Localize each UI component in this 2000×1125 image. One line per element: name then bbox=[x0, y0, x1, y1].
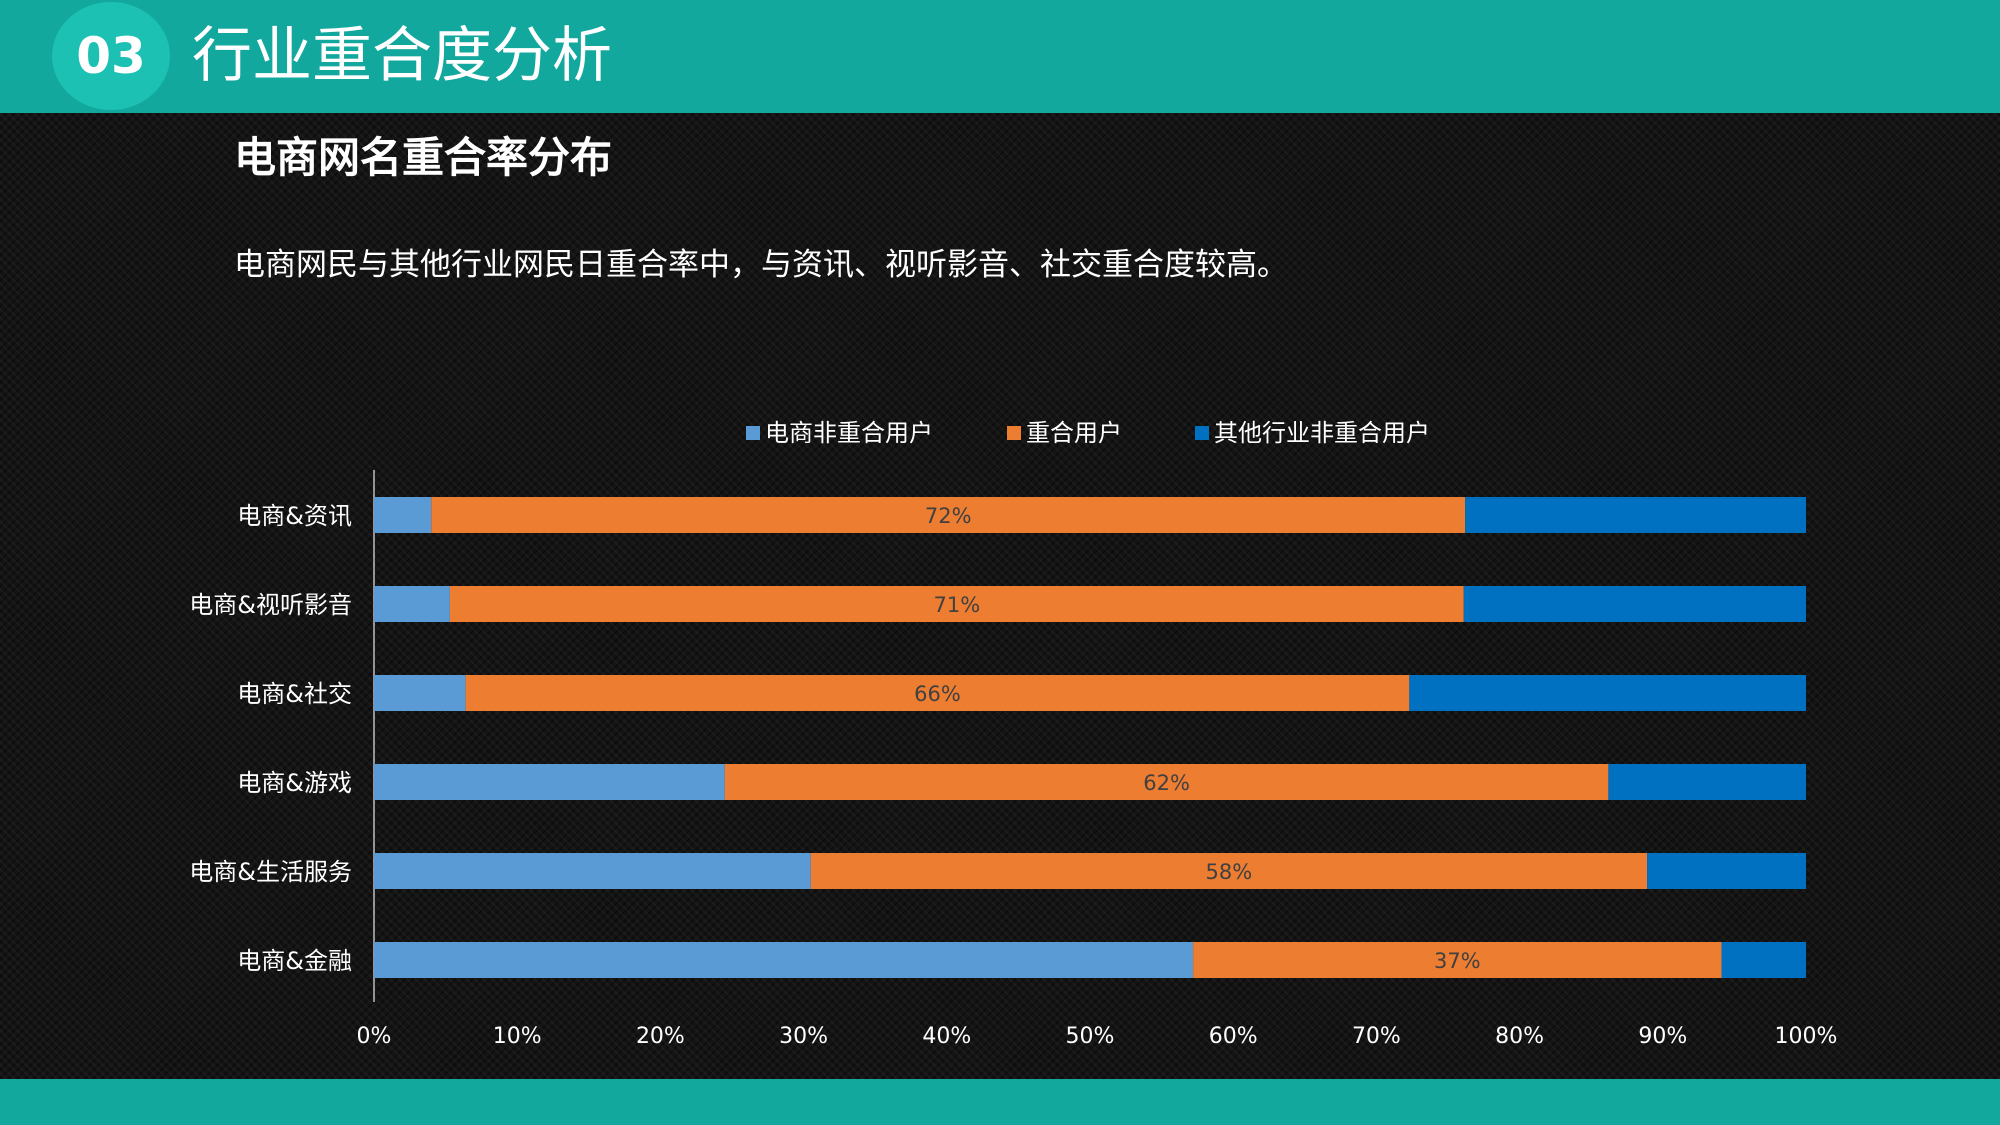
data-label-5: 58% bbox=[1206, 860, 1253, 884]
x-tick-label-3: 20% bbox=[636, 1024, 685, 1049]
bar-segment-3-3 bbox=[1409, 675, 1806, 711]
x-tick-label-5: 40% bbox=[922, 1024, 971, 1049]
bar-segment-6-2 bbox=[1193, 942, 1722, 978]
section-number-badge: 03 bbox=[52, 2, 170, 110]
legend-swatch-3 bbox=[1195, 426, 1209, 440]
bar-segment-5-2 bbox=[810, 853, 1648, 889]
bar-segment-3-2 bbox=[465, 675, 1410, 711]
chart-subtitle: 电商网民与其他行业网民日重合率中，与资讯、视听影音、社交重合度较高。 bbox=[234, 247, 1288, 283]
section-title: 行业重合度分析 bbox=[192, 21, 612, 91]
x-tick-label-4: 30% bbox=[779, 1024, 828, 1049]
bar-segment-1-2 bbox=[431, 497, 1466, 533]
data-label-3: 66% bbox=[914, 682, 961, 706]
legend-label-2: 重合用户 bbox=[1026, 419, 1122, 447]
data-label-2: 71% bbox=[933, 593, 980, 617]
bar-segment-1-1 bbox=[374, 497, 432, 533]
x-tick-label-1: 0% bbox=[357, 1024, 392, 1049]
bar-segment-6-3 bbox=[1721, 942, 1806, 978]
bar-segment-2-1 bbox=[374, 586, 450, 622]
bar-segment-1-3 bbox=[1465, 497, 1806, 533]
category-label-6: 电商&金融 bbox=[237, 947, 352, 975]
bar-segment-5-1 bbox=[374, 853, 811, 889]
footer-bar bbox=[0, 1079, 2000, 1125]
bar-segment-4-3 bbox=[1608, 764, 1806, 800]
x-tick-label-6: 50% bbox=[1066, 1024, 1115, 1049]
bar-segment-4-2 bbox=[724, 764, 1609, 800]
x-tick-label-11: 100% bbox=[1775, 1024, 1838, 1049]
legend-label-3: 其他行业非重合用户 bbox=[1214, 419, 1430, 447]
legend-swatch-2 bbox=[1007, 426, 1021, 440]
bar-segment-2-2 bbox=[449, 586, 1464, 622]
category-label-3: 电商&社交 bbox=[237, 680, 352, 708]
bar-segment-5-3 bbox=[1647, 853, 1806, 889]
legend-label-1: 电商非重合用户 bbox=[765, 419, 933, 447]
legend-swatch-1 bbox=[746, 426, 760, 440]
x-tick-label-8: 70% bbox=[1352, 1024, 1401, 1049]
bar-segment-3-1 bbox=[374, 675, 466, 711]
data-label-4: 62% bbox=[1143, 771, 1190, 795]
x-tick-label-7: 60% bbox=[1209, 1024, 1258, 1049]
category-label-2: 电商&视听影音 bbox=[189, 591, 352, 619]
bar-segment-6-1 bbox=[374, 942, 1194, 978]
chart-title: 电商网名重合率分布 bbox=[234, 133, 613, 182]
category-label-5: 电商&生活服务 bbox=[189, 858, 352, 886]
category-label-4: 电商&游戏 bbox=[237, 769, 352, 797]
category-label-1: 电商&资讯 bbox=[237, 502, 352, 530]
x-tick-label-9: 80% bbox=[1495, 1024, 1544, 1049]
x-tick-label-10: 90% bbox=[1638, 1024, 1687, 1049]
header-bar: 03 行业重合度分析 bbox=[0, 0, 2000, 113]
bar-segment-2-3 bbox=[1463, 586, 1806, 622]
data-label-6: 37% bbox=[1434, 949, 1481, 973]
bar-segment-4-1 bbox=[374, 764, 725, 800]
data-label-1: 72% bbox=[925, 504, 972, 528]
x-tick-label-2: 10% bbox=[493, 1024, 542, 1049]
